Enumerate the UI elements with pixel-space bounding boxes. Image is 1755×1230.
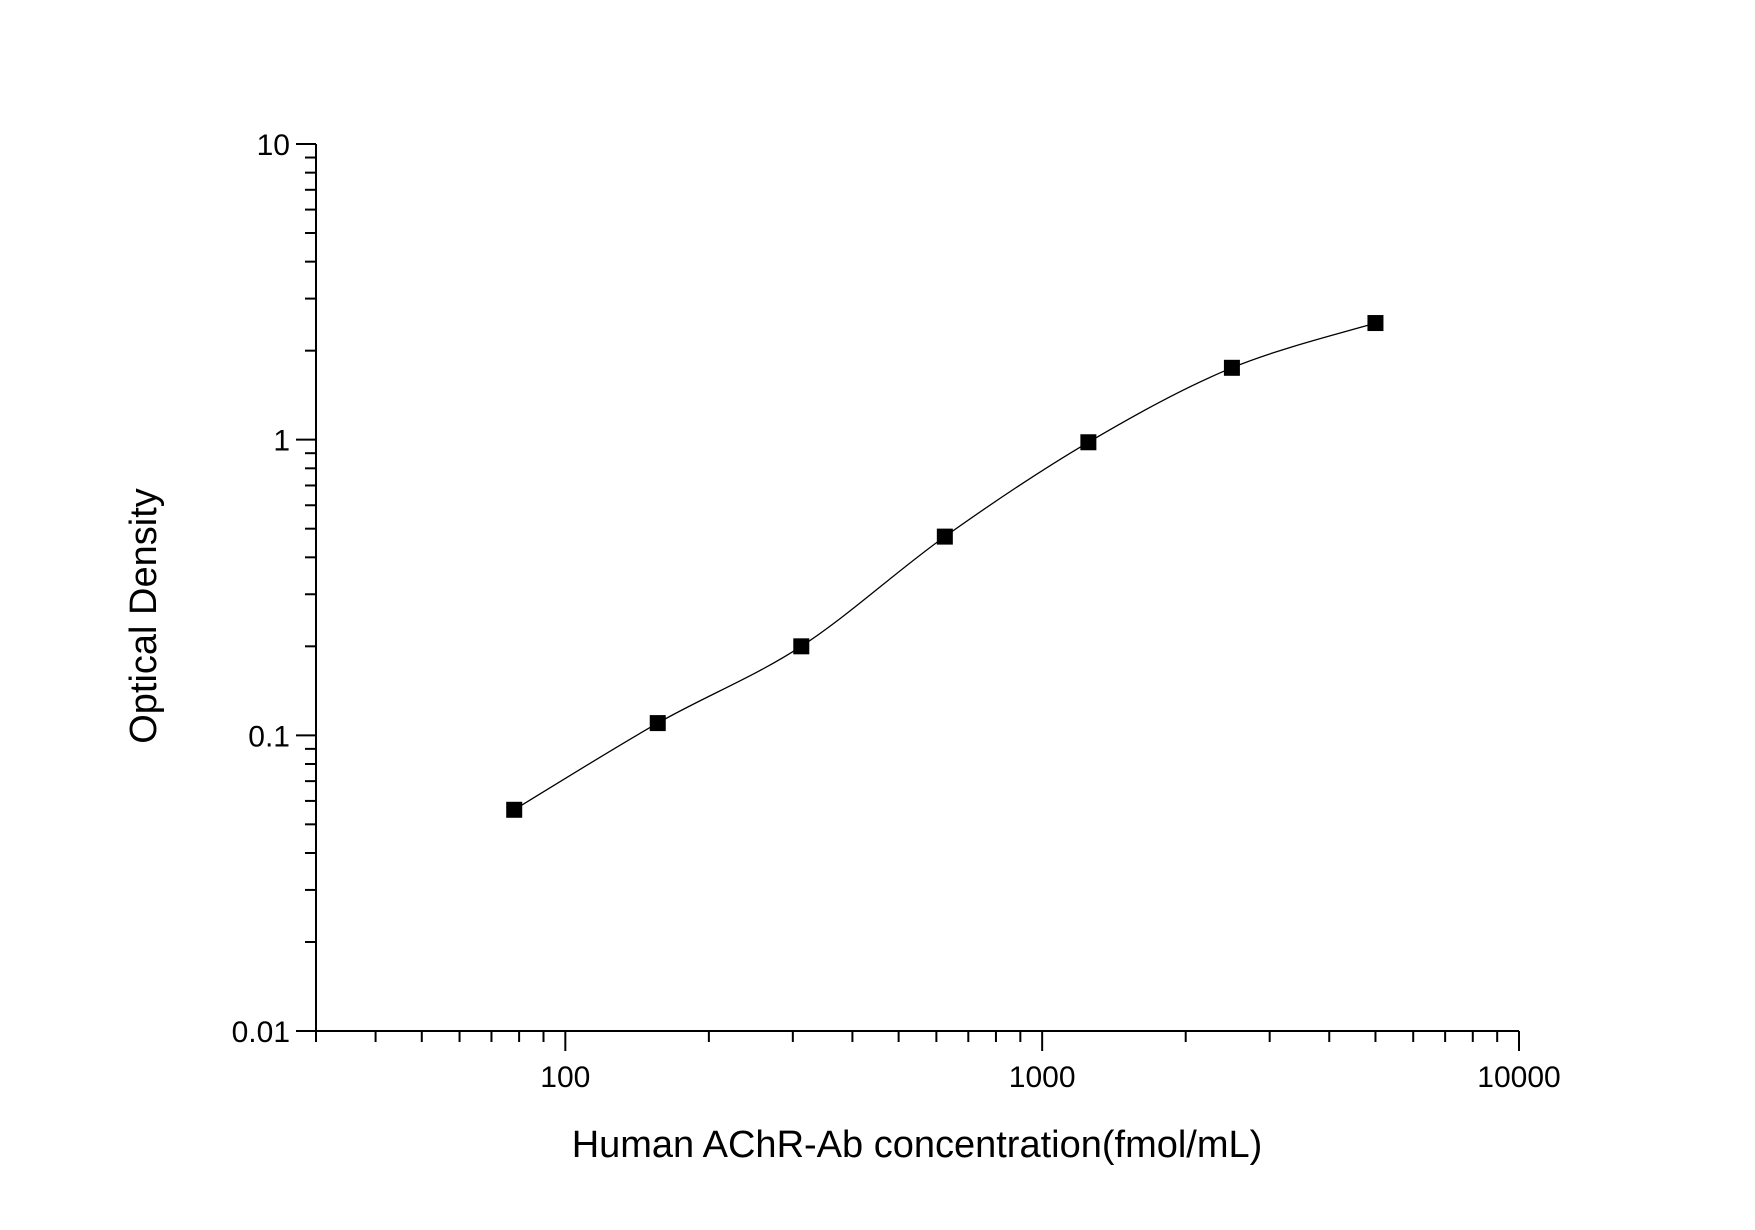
y-tick-label: 0.01 bbox=[232, 1016, 290, 1049]
y-tick-label: 10 bbox=[257, 129, 290, 162]
data-point bbox=[793, 638, 810, 655]
x-tick-label: 100 bbox=[540, 1061, 590, 1094]
y-axis-label: Optical Density bbox=[123, 488, 165, 744]
data-point bbox=[1080, 434, 1097, 451]
data-point bbox=[506, 801, 523, 818]
fit-curve bbox=[513, 322, 1376, 811]
data-point bbox=[936, 528, 953, 545]
x-axis-label: Human AChR-Ab concentration(fmol/mL) bbox=[572, 1124, 1263, 1166]
x-tick-label: 1000 bbox=[1009, 1061, 1076, 1094]
data-point bbox=[1367, 315, 1384, 332]
data-point bbox=[649, 715, 666, 732]
y-tick-label: 1 bbox=[273, 425, 290, 458]
x-tick-label: 10000 bbox=[1477, 1061, 1560, 1094]
y-tick-label: 0.1 bbox=[248, 720, 290, 753]
data-point bbox=[1223, 359, 1240, 376]
